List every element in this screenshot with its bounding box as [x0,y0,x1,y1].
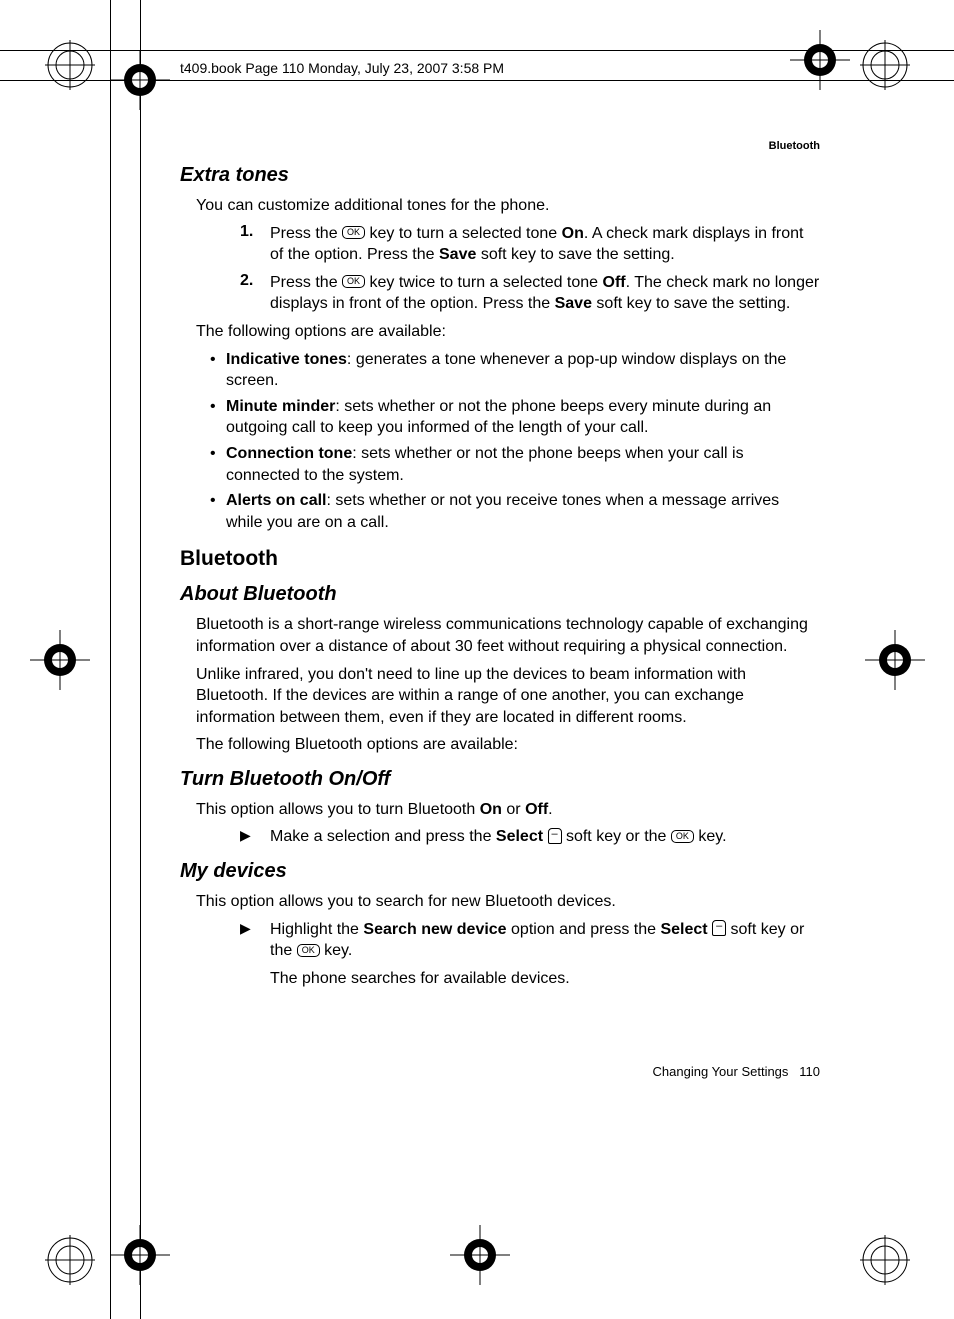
crop-line-left-inner [140,0,141,1319]
crop-line-left [110,0,111,1319]
extra-tones-intro: You can customize additional tones for t… [196,195,820,217]
bold-save: Save [555,295,592,312]
running-header: t409.book Page 110 Monday, July 23, 2007… [180,60,504,76]
text: Highlight the [270,921,363,938]
step-text: Press the OK key twice to turn a selecte… [270,272,820,315]
turn-intro: This option allows you to turn Bluetooth… [196,799,820,821]
reg-mark-top-left [40,35,100,95]
mydev-intro: This option allows you to search for new… [196,891,820,913]
reg-mark-mid-right [865,630,925,690]
heading-bluetooth: Bluetooth [180,547,820,571]
reg-mark-bottom-left-inner [110,1225,170,1285]
mydev-result: The phone searches for available devices… [270,968,820,990]
text: Press the [270,225,342,242]
soft-key-icon [548,828,562,844]
text: This option allows you to turn Bluetooth [196,801,480,818]
arrow-icon: ▶ [240,826,270,848]
soft-key-icon [712,920,726,936]
bold-on: On [480,801,502,818]
text: key. [698,828,726,845]
text: Press the [270,274,342,291]
reg-mark-top-right-inner [790,30,850,90]
heading-turn-bluetooth: Turn Bluetooth On/Off [180,768,820,791]
text: key to turn a selected tone [370,225,562,242]
bullet-indicative-tones: • Indicative tones: generates a tone whe… [210,349,820,392]
bullet-label: Indicative tones [226,351,347,368]
bold-search: Search new device [363,921,506,938]
bullet-icon: • [210,396,226,439]
bullet-label: Minute minder [226,398,335,415]
bold-off: Off [603,274,626,291]
ok-key-icon: OK [342,226,365,239]
about-p3: The following Bluetooth options are avai… [196,734,820,756]
bullet-alerts-on-call: • Alerts on call: sets whether or not yo… [210,490,820,533]
text: key. [324,942,352,959]
page-footer: Changing Your Settings 110 [653,1064,820,1079]
text: . [548,801,552,818]
footer-section: Changing Your Settings [653,1064,789,1079]
step-number: 1. [240,223,270,266]
bullet-minute-minder: • Minute minder: sets whether or not the… [210,396,820,439]
mydev-step: ▶ Highlight the Search new device option… [240,919,820,962]
step-1: 1. Press the OK key to turn a selected t… [240,223,820,266]
text: or [502,801,525,818]
section-label: Bluetooth [180,140,820,152]
bold-select: Select [496,828,543,845]
text: option and press the [507,921,661,938]
bold-save: Save [439,246,476,263]
text: Make a selection and press the [270,828,496,845]
ok-key-icon: OK [671,830,694,843]
page-content: Bluetooth Extra tones You can customize … [180,140,820,989]
reg-mark-top-right [855,35,915,95]
reg-mark-bottom-right [855,1230,915,1290]
bullet-icon: • [210,349,226,392]
heading-about-bluetooth: About Bluetooth [180,583,820,606]
step-number: 2. [240,272,270,315]
step-2: 2. Press the OK key twice to turn a sele… [240,272,820,315]
ok-key-icon: OK [297,944,320,957]
heading-my-devices: My devices [180,860,820,883]
bold-select: Select [660,921,707,938]
reg-mark-mid-left [30,630,90,690]
bullet-connection-tone: • Connection tone: sets whether or not t… [210,443,820,486]
text: key twice to turn a selected tone [370,274,603,291]
text: soft key to save the setting. [476,246,674,263]
footer-page-number: 110 [799,1064,820,1079]
about-p1: Bluetooth is a short-range wireless comm… [196,614,820,657]
heading-extra-tones: Extra tones [180,164,820,187]
step-text: Press the OK key to turn a selected tone… [270,223,820,266]
reg-mark-top-left-inner [110,50,170,110]
bullet-label: Alerts on call [226,492,326,509]
about-p2: Unlike infrared, you don't need to line … [196,664,820,729]
turn-step: ▶ Make a selection and press the Select … [240,826,820,848]
text: soft key to save the setting. [592,295,790,312]
reg-mark-bottom-left [40,1230,100,1290]
reg-mark-bottom-center [450,1225,510,1285]
text: soft key or the [566,828,671,845]
bullet-label: Connection tone [226,445,352,462]
bold-off: Off [525,801,548,818]
ok-key-icon: OK [342,275,365,288]
bullet-icon: • [210,443,226,486]
bold-on: On [562,225,584,242]
arrow-icon: ▶ [240,919,270,962]
options-intro: The following options are available: [196,321,820,343]
bullet-icon: • [210,490,226,533]
